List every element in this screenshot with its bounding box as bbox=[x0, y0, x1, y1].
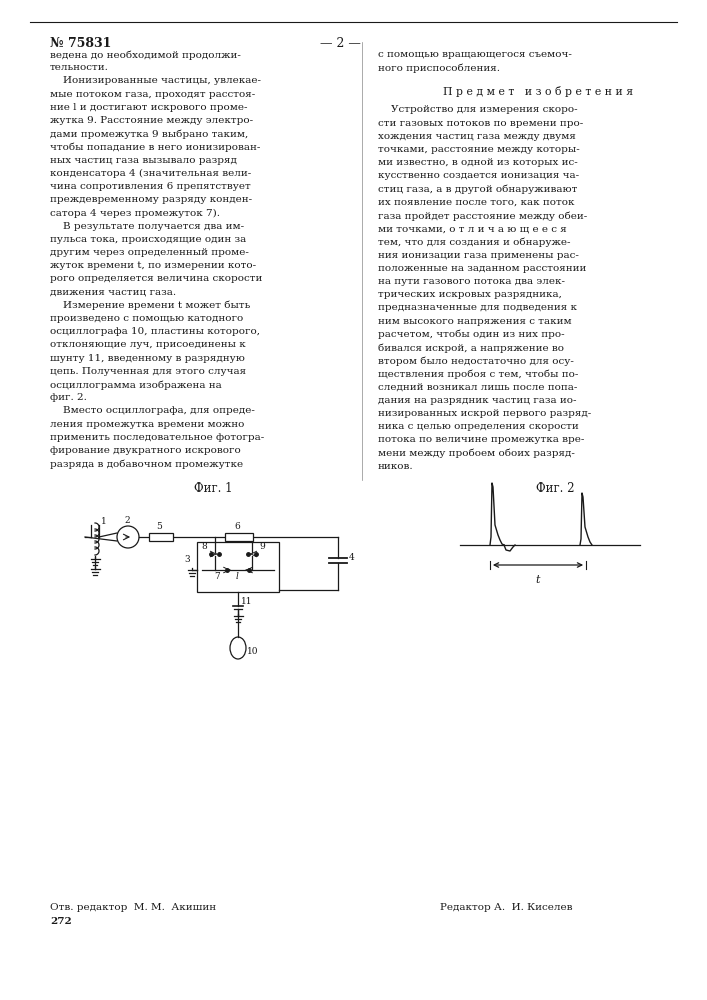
Text: расчетом, чтобы один из них про-: расчетом, чтобы один из них про- bbox=[378, 330, 565, 339]
Text: П р е д м е т   и з о б р е т е н и я: П р е д м е т и з о б р е т е н и я bbox=[443, 86, 633, 97]
Text: Ионизированные частицы, увлекае-: Ионизированные частицы, увлекае- bbox=[50, 76, 261, 85]
Text: ним высокого напряжения с таким: ним высокого напряжения с таким bbox=[378, 317, 572, 326]
Text: ние l и достигают искрового проме-: ние l и достигают искрового проме- bbox=[50, 103, 247, 112]
Text: отклоняющие луч, присоединены к: отклоняющие луч, присоединены к bbox=[50, 340, 246, 349]
Text: 10: 10 bbox=[247, 647, 259, 656]
Text: газа пройдет расстояние между обеи-: газа пройдет расстояние между обеи- bbox=[378, 211, 588, 221]
Text: ществления пробоя с тем, чтобы по-: ществления пробоя с тем, чтобы по- bbox=[378, 369, 578, 379]
Text: Измерение времени t может быть: Измерение времени t может быть bbox=[50, 301, 250, 310]
Text: стиц газа, а в другой обнаруживают: стиц газа, а в другой обнаруживают bbox=[378, 185, 578, 194]
Text: жуток времени t, по измерении кото-: жуток времени t, по измерении кото- bbox=[50, 261, 256, 270]
Text: 272: 272 bbox=[50, 917, 71, 926]
Text: чтобы попадание в него ионизирован-: чтобы попадание в него ионизирован- bbox=[50, 142, 260, 152]
Text: Редактор А.  И. Киселев: Редактор А. И. Киселев bbox=[440, 903, 573, 912]
Text: положенные на заданном расстоянии: положенные на заданном расстоянии bbox=[378, 264, 586, 273]
Text: низированных искрой первого разряд-: низированных искрой первого разряд- bbox=[378, 409, 591, 418]
Text: мени между пробоем обоих разряд-: мени между пробоем обоих разряд- bbox=[378, 449, 575, 458]
Text: шунту 11, введенному в разрядную: шунту 11, введенному в разрядную bbox=[50, 354, 245, 363]
Text: предназначенные для подведения к: предназначенные для подведения к bbox=[378, 303, 577, 312]
Text: трических искровых разрядника,: трических искровых разрядника, bbox=[378, 290, 562, 299]
Text: применить последовательное фотогра-: применить последовательное фотогра- bbox=[50, 433, 264, 442]
Text: осциллограмма изображена на: осциллограмма изображена на bbox=[50, 380, 222, 389]
Text: конденсатора 4 (значительная вели-: конденсатора 4 (значительная вели- bbox=[50, 169, 251, 178]
Text: с помощью вращающегося съемоч-: с помощью вращающегося съемоч- bbox=[378, 50, 572, 59]
Text: № 75831: № 75831 bbox=[50, 37, 112, 50]
Text: ния ионизации газа применены рас-: ния ионизации газа применены рас- bbox=[378, 251, 579, 260]
Text: ника с целью определения скорости: ника с целью определения скорости bbox=[378, 422, 579, 431]
Text: точками, расстояние между которы-: точками, расстояние между которы- bbox=[378, 145, 580, 154]
Text: преждевременному разряду конден-: преждевременному разряду конден- bbox=[50, 195, 252, 204]
Text: Вместо осциллографа, для опреде-: Вместо осциллографа, для опреде- bbox=[50, 406, 255, 415]
Text: 3: 3 bbox=[184, 555, 189, 564]
Text: чина сопротивления 6 препятствует: чина сопротивления 6 препятствует bbox=[50, 182, 251, 191]
Text: дания на разрядник частиц газа ио-: дания на разрядник частиц газа ио- bbox=[378, 396, 576, 405]
Text: осциллографа 10, пластины которого,: осциллографа 10, пластины которого, bbox=[50, 327, 260, 336]
Text: тельности.: тельности. bbox=[50, 63, 109, 72]
Text: дами промежутка 9 выбрано таким,: дами промежутка 9 выбрано таким, bbox=[50, 129, 248, 139]
Text: ведена до необходимой продолжи-: ведена до необходимой продолжи- bbox=[50, 50, 241, 60]
Text: на пути газового потока два элек-: на пути газового потока два элек- bbox=[378, 277, 565, 286]
Text: ного приспособления.: ного приспособления. bbox=[378, 63, 500, 73]
Text: Устройство для измерения скоро-: Устройство для измерения скоро- bbox=[378, 105, 578, 114]
Text: В результате получается два им-: В результате получается два им- bbox=[50, 222, 244, 231]
Text: цепь. Полученная для этого случая: цепь. Полученная для этого случая bbox=[50, 367, 246, 376]
Text: потока по величине промежутка вре-: потока по величине промежутка вре- bbox=[378, 435, 585, 444]
Text: фирование двукратного искрового: фирование двукратного искрового bbox=[50, 446, 241, 455]
Text: Фиг. 1: Фиг. 1 bbox=[194, 482, 233, 495]
Text: 4: 4 bbox=[349, 553, 355, 562]
Text: жутка 9. Расстояние между электро-: жутка 9. Расстояние между электро- bbox=[50, 116, 253, 125]
Text: 9: 9 bbox=[259, 542, 264, 551]
Bar bbox=[149, 533, 173, 541]
Text: 1: 1 bbox=[101, 517, 107, 526]
Text: втором было недостаточно для осу-: втором было недостаточно для осу- bbox=[378, 356, 574, 366]
Text: t: t bbox=[536, 575, 540, 585]
Text: фиг. 2.: фиг. 2. bbox=[50, 393, 87, 402]
Text: Отв. редактор  М. М.  Акишин: Отв. редактор М. М. Акишин bbox=[50, 903, 216, 912]
Bar bbox=[197, 542, 279, 592]
Text: Фиг. 2: Фиг. 2 bbox=[536, 482, 574, 495]
Text: — 2 —: — 2 — bbox=[320, 37, 361, 50]
Text: 8: 8 bbox=[201, 542, 206, 551]
Text: 5: 5 bbox=[156, 522, 162, 531]
Text: ми точками, о т л и ч а ю щ е е с я: ми точками, о т л и ч а ю щ е е с я bbox=[378, 224, 567, 233]
Text: ников.: ников. bbox=[378, 462, 414, 471]
Text: движения частиц газа.: движения частиц газа. bbox=[50, 288, 176, 297]
Text: бивался искрой, а напряжение во: бивался искрой, а напряжение во bbox=[378, 343, 564, 353]
Text: ми известно, в одной из которых ис-: ми известно, в одной из которых ис- bbox=[378, 158, 578, 167]
Text: ления промежутка времени можно: ления промежутка времени можно bbox=[50, 420, 245, 429]
Text: хождения частиц газа между двумя: хождения частиц газа между двумя bbox=[378, 132, 576, 141]
Text: кусственно создается ионизация ча-: кусственно создается ионизация ча- bbox=[378, 171, 579, 180]
Text: пульса тока, происходящие один за: пульса тока, происходящие один за bbox=[50, 235, 246, 244]
Text: 2: 2 bbox=[124, 516, 129, 525]
Text: сти газовых потоков по времени про-: сти газовых потоков по времени про- bbox=[378, 119, 583, 128]
Text: сатора 4 через промежуток 7).: сатора 4 через промежуток 7). bbox=[50, 208, 220, 218]
Text: рого определяется величина скорости: рого определяется величина скорости bbox=[50, 274, 262, 283]
Text: тем, что для создания и обнаруже-: тем, что для создания и обнаруже- bbox=[378, 237, 571, 247]
Text: 6: 6 bbox=[234, 522, 240, 531]
Text: 11: 11 bbox=[241, 597, 252, 606]
Text: следний возникал лишь после попа-: следний возникал лишь после попа- bbox=[378, 383, 578, 392]
Text: разряда в добавочном промежутке: разряда в добавочном промежутке bbox=[50, 459, 243, 469]
Text: мые потоком газа, проходят расстоя-: мые потоком газа, проходят расстоя- bbox=[50, 90, 255, 99]
Text: 7: 7 bbox=[214, 572, 220, 581]
Text: l: l bbox=[236, 572, 239, 581]
Text: другим через определенный проме-: другим через определенный проме- bbox=[50, 248, 249, 257]
Text: ных частиц газа вызывало разряд: ных частиц газа вызывало разряд bbox=[50, 156, 237, 165]
Bar bbox=[225, 533, 253, 541]
Text: произведено с помощью катодного: произведено с помощью катодного bbox=[50, 314, 243, 323]
Text: их появление после того, как поток: их появление после того, как поток bbox=[378, 198, 575, 207]
